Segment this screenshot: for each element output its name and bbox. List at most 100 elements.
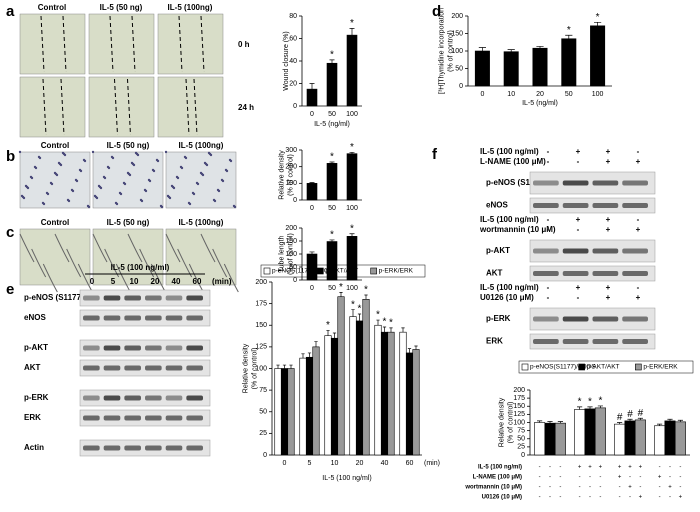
error-bar xyxy=(329,239,335,242)
stain-dot xyxy=(199,171,203,175)
x-tick-label: 0 xyxy=(310,205,314,212)
stain-dot xyxy=(164,150,168,154)
band xyxy=(83,365,100,371)
bar xyxy=(287,368,295,456)
condition-sign: - xyxy=(679,485,681,491)
stain-dot xyxy=(106,165,110,169)
y-tick-label: 200 xyxy=(255,279,267,286)
treatment-sign: - xyxy=(637,147,640,156)
significance-mark: * xyxy=(350,142,354,153)
stain-dot xyxy=(110,155,114,159)
x-axis-label: IL-5 (100 ng/ml) xyxy=(322,475,371,482)
blot-row-label: p-ERK xyxy=(486,314,511,323)
y-tick-label: 175 xyxy=(513,395,525,402)
bar xyxy=(326,62,338,107)
x-tick-label: 100 xyxy=(592,91,604,98)
band xyxy=(124,345,141,351)
y-tick-label: 25 xyxy=(259,430,267,437)
band xyxy=(103,365,121,371)
condition-sign: - xyxy=(579,495,581,501)
condition-sign: + xyxy=(668,485,672,491)
condition-sign: + xyxy=(588,465,592,471)
band xyxy=(622,203,648,208)
band xyxy=(186,345,203,351)
panel-label: b xyxy=(6,148,15,165)
stain-dot xyxy=(187,201,191,205)
y-tick-label: 175 xyxy=(255,300,267,307)
band xyxy=(83,445,100,451)
error-bar xyxy=(617,422,623,425)
treatment-sign: + xyxy=(606,283,611,292)
condition-sign: + xyxy=(658,475,662,481)
x-tick-label: 50 xyxy=(328,285,336,292)
treatment-sign: - xyxy=(547,215,550,224)
stain-dot xyxy=(61,151,65,155)
y-tick-label: 0 xyxy=(263,452,267,459)
band xyxy=(165,415,183,421)
bar xyxy=(614,423,626,456)
blot-row-label: p-eNOS (S1177) xyxy=(486,178,546,187)
band xyxy=(533,339,559,344)
condition-sign: + xyxy=(599,465,603,471)
micrograph xyxy=(19,13,86,75)
blot-row-label: ERK xyxy=(486,337,503,346)
blot-row-label: p-eNOS (S1177) xyxy=(24,293,84,302)
error-bar xyxy=(414,345,418,350)
x-tick-label: 5 xyxy=(308,460,312,467)
condition-sign: + xyxy=(618,465,622,471)
blot-row-label: Actin xyxy=(24,443,44,452)
bar xyxy=(399,331,407,456)
error-bar xyxy=(677,419,683,422)
error-bar xyxy=(307,352,312,358)
micrograph xyxy=(19,151,91,209)
y-tick-label: 80 xyxy=(289,13,297,20)
panel-label: c xyxy=(6,224,14,241)
band xyxy=(186,395,203,401)
stain-dot xyxy=(151,168,155,172)
lane-label: 0 xyxy=(90,277,95,286)
band xyxy=(83,315,100,321)
error-bar xyxy=(289,364,293,369)
y-axis-label: Tube length xyxy=(278,236,285,273)
bar xyxy=(674,421,686,456)
y-tick-label: 300 xyxy=(285,147,297,154)
significance-mark: * xyxy=(350,18,354,29)
legend-swatch xyxy=(578,363,585,371)
significance-mark: # xyxy=(617,412,623,423)
legend-box xyxy=(260,264,426,278)
condition-sign: - xyxy=(559,495,561,501)
stain-dot xyxy=(82,158,86,162)
band xyxy=(165,345,183,351)
image-column-label: Control xyxy=(38,3,66,12)
y-tick-label: 0 xyxy=(293,197,297,204)
stain-dot xyxy=(20,194,24,198)
treatment-sign: + xyxy=(606,215,611,224)
lane-label: 60 xyxy=(193,277,202,286)
condition-sign: + xyxy=(639,495,643,501)
bar xyxy=(664,420,676,456)
stain-dot xyxy=(179,165,183,169)
error-bar xyxy=(349,151,355,154)
condition-sign: - xyxy=(549,465,551,471)
stain-dot xyxy=(86,204,90,208)
wound-edge xyxy=(127,78,131,136)
error-bar xyxy=(594,21,602,26)
error-bar xyxy=(536,46,544,49)
stain-dot xyxy=(232,204,236,208)
treatment-sign: - xyxy=(577,157,580,166)
x-tick-label: 100 xyxy=(346,205,358,212)
error-bar xyxy=(565,34,573,39)
stain-dot xyxy=(224,168,228,172)
condition-label: L-NAME (100 μM) xyxy=(473,475,522,481)
treatment-sign: + xyxy=(636,225,641,234)
stain-dot xyxy=(216,188,220,192)
condition-sign: - xyxy=(559,465,561,471)
bar xyxy=(654,425,666,456)
error-bar xyxy=(301,353,305,359)
wound-edge xyxy=(193,78,198,136)
stain-dot xyxy=(53,171,57,175)
band xyxy=(592,339,619,344)
condition-sign: - xyxy=(619,485,621,491)
treatment-sign: + xyxy=(636,157,641,166)
error-bar xyxy=(339,292,343,297)
